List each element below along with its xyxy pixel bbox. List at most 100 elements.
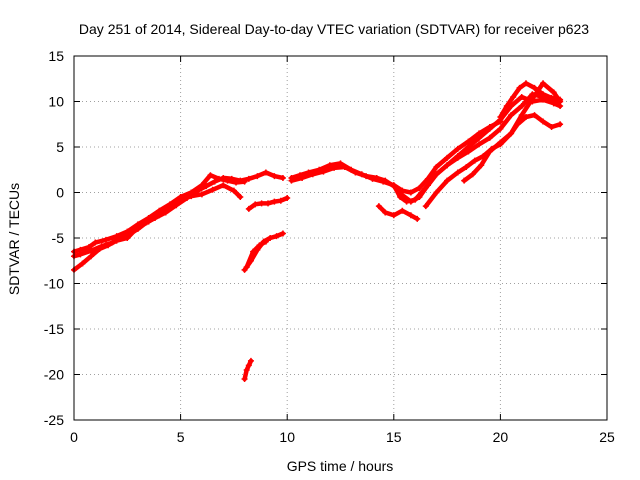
x-axis-label: GPS time / hours xyxy=(287,458,394,474)
series-track-13 xyxy=(461,112,564,184)
data-point xyxy=(237,177,244,184)
data-point xyxy=(510,93,517,100)
data-point xyxy=(173,202,180,209)
data-point xyxy=(531,84,538,91)
x-tick-label: 0 xyxy=(70,429,78,445)
data-point xyxy=(478,162,485,169)
data-point xyxy=(245,175,252,182)
data-point xyxy=(117,235,124,241)
series-line xyxy=(242,358,254,382)
series-line xyxy=(244,239,269,270)
data-point xyxy=(77,251,84,258)
data-point xyxy=(469,171,476,178)
data-point xyxy=(424,182,431,189)
data-point xyxy=(211,178,218,185)
data-point xyxy=(241,376,248,383)
data-point xyxy=(548,123,555,130)
data-point xyxy=(454,169,461,176)
data-point xyxy=(237,194,244,201)
data-point xyxy=(508,112,515,119)
data-point xyxy=(540,80,547,87)
data-point xyxy=(497,113,504,120)
data-point xyxy=(444,162,451,169)
data-point xyxy=(88,247,95,254)
y-tick-label: -5 xyxy=(52,230,65,246)
data-point xyxy=(550,89,557,96)
series-layer xyxy=(71,80,564,383)
data-point xyxy=(433,164,440,171)
series-track-3 xyxy=(71,169,286,260)
data-point xyxy=(320,168,327,175)
data-point xyxy=(243,366,250,373)
data-point xyxy=(352,169,359,176)
data-point xyxy=(79,260,86,267)
series-line xyxy=(461,112,563,183)
y-axis-label: SDTVAR / TECUs xyxy=(6,183,22,295)
data-point xyxy=(256,242,263,249)
data-point xyxy=(88,253,95,260)
data-point xyxy=(363,173,370,180)
data-point xyxy=(486,134,493,141)
data-point xyxy=(209,186,216,193)
data-point xyxy=(126,231,133,238)
data-point xyxy=(531,112,538,119)
data-point xyxy=(258,200,265,207)
data-point xyxy=(518,112,525,119)
y-tick-label: -25 xyxy=(44,412,64,428)
data-point xyxy=(198,191,205,198)
data-point xyxy=(476,134,483,141)
data-point xyxy=(522,113,529,120)
data-point xyxy=(220,174,227,181)
data-point xyxy=(245,205,252,212)
data-point xyxy=(424,175,431,182)
data-point xyxy=(503,103,510,110)
y-tick-label: 15 xyxy=(48,48,64,64)
data-point xyxy=(397,194,404,201)
data-point xyxy=(102,236,109,243)
data-point xyxy=(245,362,252,369)
data-point xyxy=(548,94,555,101)
x-tick-label: 20 xyxy=(493,429,509,445)
data-point xyxy=(529,95,536,102)
x-tick-label: 15 xyxy=(386,429,402,445)
data-point xyxy=(422,203,429,210)
data-point xyxy=(309,171,316,178)
data-point xyxy=(230,187,237,194)
data-point xyxy=(92,239,99,246)
series-track-6 xyxy=(243,238,269,271)
data-point xyxy=(399,207,406,214)
y-tick-label: 5 xyxy=(56,139,64,155)
data-point xyxy=(152,214,159,221)
data-point xyxy=(194,187,201,194)
data-point xyxy=(414,215,421,222)
data-point xyxy=(486,148,493,155)
data-point xyxy=(373,174,380,181)
data-point xyxy=(407,189,414,196)
data-point xyxy=(390,182,397,189)
data-point xyxy=(514,121,521,128)
data-point xyxy=(98,243,105,250)
data-point xyxy=(486,125,493,132)
data-point xyxy=(262,169,269,176)
data-point xyxy=(518,93,525,100)
data-point xyxy=(243,264,250,271)
data-point xyxy=(203,183,210,190)
data-point xyxy=(220,182,227,189)
data-point xyxy=(497,139,504,146)
data-point xyxy=(271,173,278,180)
data-point xyxy=(250,248,257,255)
series-track-10 xyxy=(375,203,421,222)
chart-title: Day 251 of 2014, Sidereal Day-to-day VTE… xyxy=(79,21,589,37)
data-point xyxy=(143,219,150,226)
data-point xyxy=(284,194,291,201)
data-point xyxy=(279,174,286,181)
x-tick-label: 10 xyxy=(279,429,295,445)
data-point xyxy=(454,154,461,161)
series-track-4 xyxy=(245,194,291,212)
data-point xyxy=(273,233,280,240)
data-point xyxy=(277,197,284,204)
data-point xyxy=(454,145,461,152)
data-point xyxy=(228,175,235,182)
tick-layer: 0 5 10 15 20 25 -25 -20 -15 -10 -5 0 5 10 15 xyxy=(44,48,615,445)
